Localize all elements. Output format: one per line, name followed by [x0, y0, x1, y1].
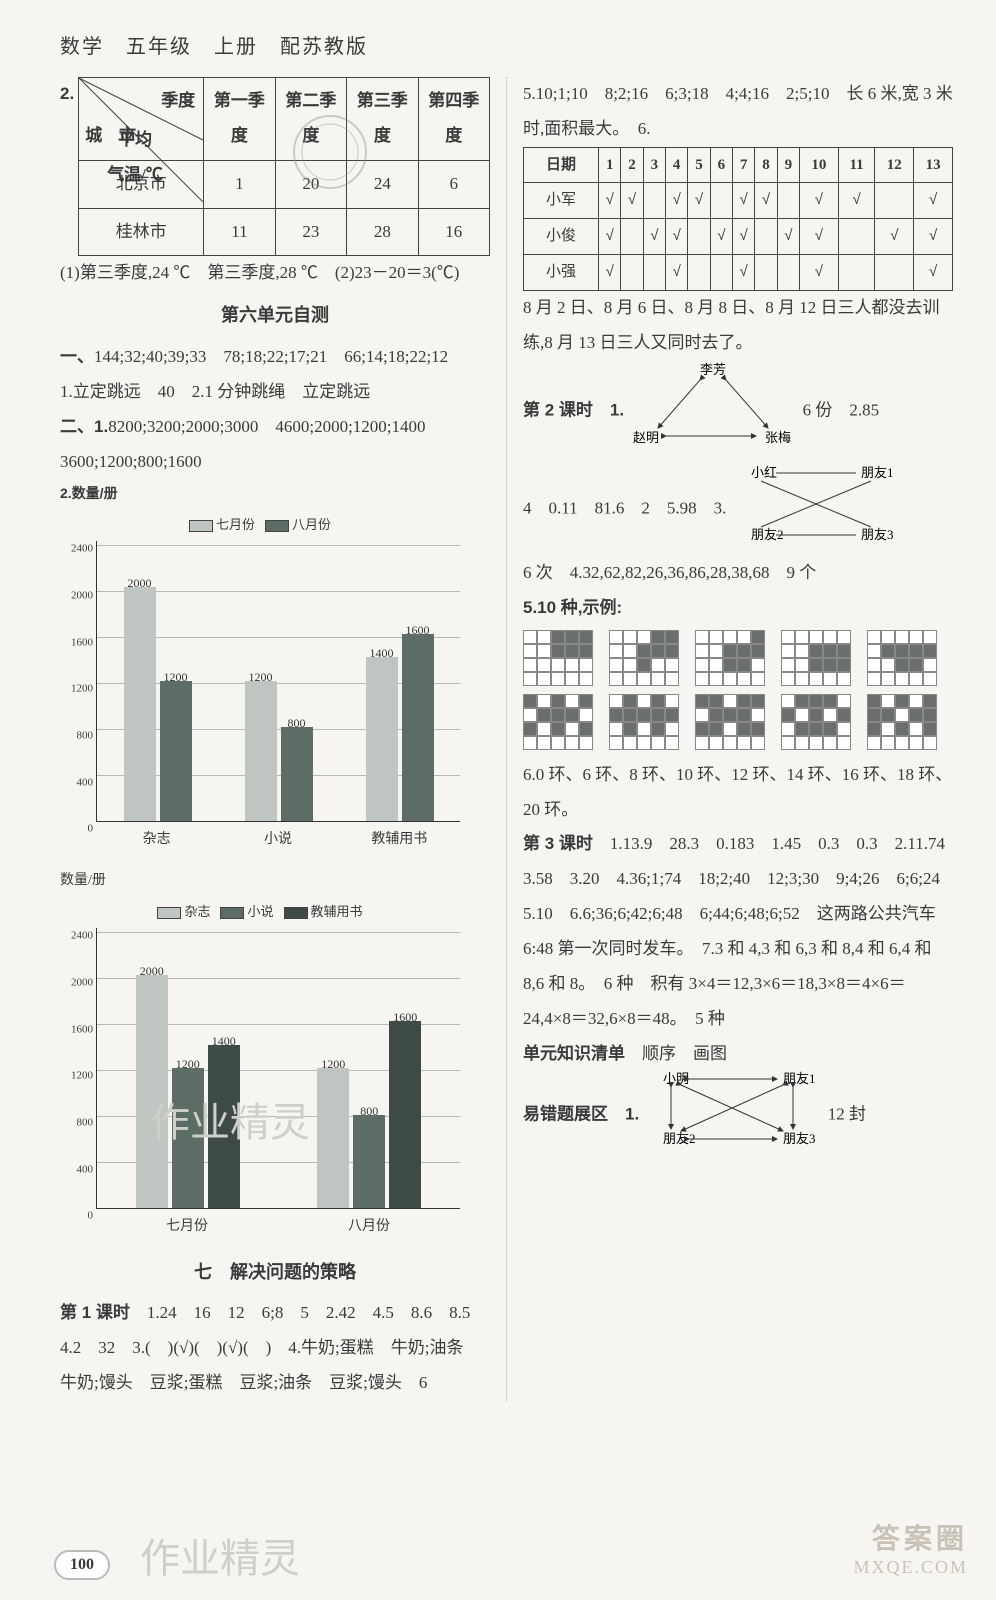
unit6-sec1: 一、144;32;40;39;33 78;18;22;17;21 66;14;1… [60, 340, 490, 375]
svg-text:李芳: 李芳 [700, 362, 726, 377]
error-zone: 易错题展区 1. 小明 朋友1 朋友2 朋友3 [523, 1071, 953, 1160]
x-diagram: 小红 朋友1 朋友2 朋友3 [731, 463, 901, 556]
schedule-note: 8 月 2 日、8 月 6 日、8 月 8 日、8 月 12 日三人都没去训练,… [523, 291, 953, 361]
page-number: 100 [54, 1550, 110, 1580]
q2-col: 第四季度 [418, 78, 489, 161]
r-top5: 5.10;1;10 8;2;16 6;3;18 4;4;16 2;5;10 长 … [523, 77, 953, 147]
envelope-diagram: 小明 朋友1 朋友2 朋友3 [643, 1071, 823, 1160]
q2-label: 2. [60, 77, 74, 112]
watermark: 作业精灵 [140, 1526, 300, 1584]
chart2-ylabel: 数量/册 [60, 867, 490, 896]
line6: 6.0 环、6 环、8 环、10 环、12 环、14 环、16 环、18 环、2… [523, 758, 953, 828]
right-column: 5.10;1;10 8;2;16 6;3;18 4;4;16 2;5;10 长 … [523, 77, 953, 1401]
q2-table: 季度 平均 气温/℃ 城 市 第一季度 第二季度 第三季度 第四季度 北京市 1… [78, 77, 490, 256]
q2-row: 桂林市 11 23 28 16 [79, 208, 490, 256]
chart2: 杂志小说教辅用书 04008001200160020002400 2000120… [60, 899, 460, 1241]
q2-col: 第一季度 [204, 78, 275, 161]
svg-text:张梅: 张梅 [765, 430, 791, 445]
q2-col: 第三季度 [347, 78, 418, 161]
svg-text:赵明: 赵明 [633, 430, 659, 445]
q2-col: 第二季度 [275, 78, 346, 161]
schedule-table: 日期12345678910111213小军√√√√√√√√√小俊√√√√√√√√… [523, 147, 953, 291]
ch7-title: 七 解决问题的策略 [60, 1254, 490, 1291]
brand-watermark: 答案圈 MXQE.COM [853, 1517, 968, 1578]
svg-text:小红: 小红 [751, 465, 777, 480]
q2-answers: (1)第三季度,24 ℃ 第三季度,28 ℃ (2)23－20＝3(℃) [60, 256, 490, 291]
left-column: 2. 季度 平均 气温/℃ 城 市 第一季度 第 [60, 77, 490, 1401]
svg-text:朋友1: 朋友1 [783, 1071, 816, 1086]
svg-text:朋友3: 朋友3 [861, 527, 894, 542]
page-header: 数学 五年级 上册 配苏教版 [60, 30, 956, 59]
unit6-sec2: 二、1.8200;3200;2000;3000 4600;2000;1200;1… [60, 410, 490, 480]
q2-diag-header: 季度 平均 气温/℃ 城 市 [79, 78, 204, 161]
unit6-title: 第六单元自测 [60, 297, 490, 334]
chart1-label: 2.数量/册 [60, 479, 490, 508]
lesson2-line3: 6 次 4.32,62,82,26,36,86,28,38,68 9 个 [523, 556, 953, 591]
lesson2-line2: 4 0.11 81.6 2 5.98 3. 小红 朋友1 朋友2 朋友3 [523, 463, 953, 556]
unit-summary: 单元知识清单 顺序 画图 [523, 1037, 953, 1072]
unit6-1: 1.立定跳远 40 2.1 分钟跳绳 立定跳远 [60, 375, 490, 410]
lesson3: 第 3 课时 1.13.9 28.3 0.183 1.45 0.3 0.3 2.… [523, 827, 953, 1036]
svg-text:小明: 小明 [663, 1071, 689, 1086]
chart1-legend: 七月份八月份 [60, 512, 460, 539]
lesson2-line1: 第 2 课时 1. 李芳 赵明 张梅 6 份 2.85 [523, 360, 953, 463]
lesson2-5: 5.10 种,示例: [523, 591, 953, 626]
chart2-legend: 杂志小说教辅用书 [60, 899, 460, 926]
chart1: 七月份八月份 04008001200160020002400 200012001… [60, 512, 460, 854]
svg-text:朋友3: 朋友3 [783, 1131, 816, 1146]
lesson1: 第 1 课时 1.24 16 12 6;8 5 2.42 4.5 8.6 8.5… [60, 1296, 490, 1401]
svg-text:朋友1: 朋友1 [861, 465, 894, 480]
column-divider [506, 77, 507, 1401]
triangle-diagram: 李芳 赵明 张梅 [628, 360, 798, 463]
pattern-examples [523, 630, 953, 750]
